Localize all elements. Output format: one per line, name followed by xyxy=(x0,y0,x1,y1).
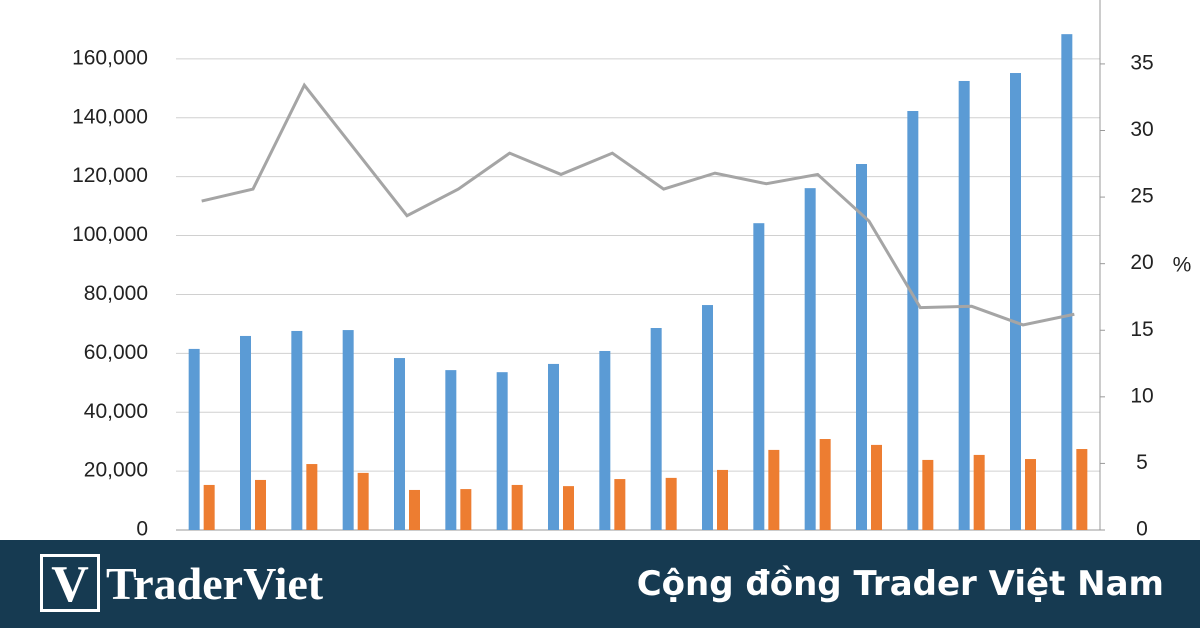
bar xyxy=(409,489,420,530)
bar xyxy=(548,363,559,530)
y2-tick-label: 10 xyxy=(1130,384,1153,407)
bar xyxy=(1061,34,1073,531)
line xyxy=(201,82,1075,327)
bar xyxy=(203,484,215,530)
bar xyxy=(702,305,713,530)
bar xyxy=(460,489,472,530)
y-tick-label: 40,000 xyxy=(84,400,148,423)
bar xyxy=(240,335,251,530)
y2-axis-label: % xyxy=(1173,254,1192,277)
bar xyxy=(306,464,318,530)
bar xyxy=(804,188,816,530)
y2-tick-label: 15 xyxy=(1130,318,1153,341)
chart: % 0 20,000 40,000 60,000 80,000 100,000 120,00… xyxy=(72,0,1192,540)
bar xyxy=(599,350,611,530)
y2-tick-label: 35 xyxy=(1130,51,1153,74)
bar xyxy=(856,164,867,530)
bar xyxy=(973,454,985,530)
y-tick-label: 100,000 xyxy=(72,223,148,246)
y-tick-label: 20,000 xyxy=(84,459,148,482)
bar xyxy=(188,348,200,530)
bar xyxy=(357,472,369,530)
y-tick-label: 80,000 xyxy=(84,282,148,305)
bar xyxy=(1010,73,1021,531)
y2-tick-label: 5 xyxy=(1136,451,1148,474)
bar xyxy=(563,486,574,530)
bar xyxy=(342,330,354,530)
bar xyxy=(717,469,728,530)
y-tick-label: 140,000 xyxy=(72,105,148,128)
bar xyxy=(1076,449,1088,530)
y-tick-label: 0 xyxy=(136,518,148,540)
bar xyxy=(871,444,882,530)
footer: V TraderViet Cộng đồng Trader Việt Nam xyxy=(0,540,1200,628)
bar xyxy=(614,479,626,530)
bar xyxy=(650,328,662,530)
y-tick-label: 120,000 xyxy=(72,164,148,187)
bar xyxy=(496,372,508,530)
bar xyxy=(445,370,457,530)
y2-tick-label: 25 xyxy=(1130,185,1153,208)
y2-tick-label: 20 xyxy=(1130,251,1153,274)
bar xyxy=(511,484,523,530)
y2-tick-label: 0 xyxy=(1136,518,1148,540)
y-tick-label: 160,000 xyxy=(72,46,148,69)
y-tick-label: 60,000 xyxy=(84,341,148,364)
y2-tick-label: 30 xyxy=(1130,118,1153,141)
tagline: Cộng đồng Trader Việt Nam xyxy=(636,564,1164,604)
bar xyxy=(665,477,677,530)
bar xyxy=(291,330,303,530)
logo-mark: V xyxy=(40,554,100,613)
bar xyxy=(922,459,934,530)
bar xyxy=(907,111,919,530)
logo: TraderViet xyxy=(106,558,324,609)
bar xyxy=(1025,459,1036,530)
bar xyxy=(819,439,831,530)
bar xyxy=(255,479,266,530)
bar xyxy=(394,358,405,530)
bar xyxy=(768,449,780,530)
bar xyxy=(753,223,765,530)
